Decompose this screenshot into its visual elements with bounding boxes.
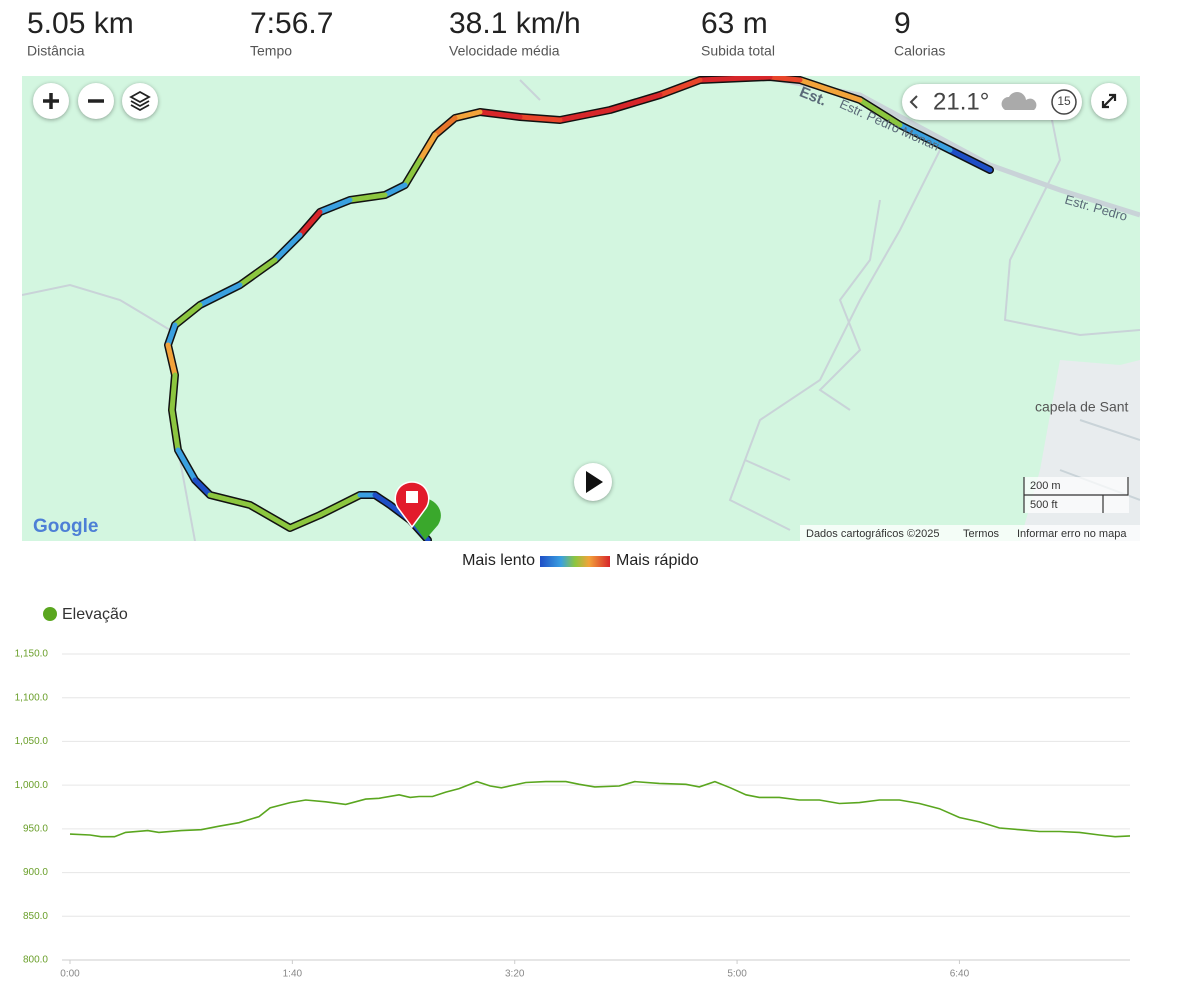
route-segment — [172, 302, 203, 328]
stat-value: 63 m — [701, 7, 768, 40]
y-tick-label: 1,000.0 — [15, 780, 49, 791]
legend-label: Elevação — [62, 606, 128, 623]
stat-label: Velocidade média — [449, 43, 560, 59]
stats: 5.05 km Distância 7:56.7 Tempo 38.1 km/h… — [27, 7, 945, 59]
legend-fast: Mais rápido — [616, 552, 699, 569]
end-marker — [394, 481, 430, 529]
stat-label: Subida total — [701, 43, 775, 59]
attribution-link[interactable]: Informar erro no mapa — [1017, 528, 1127, 540]
attribution: Dados cartográficos ©2025 — [806, 528, 939, 540]
place-label: capela de Sant — [1035, 399, 1129, 415]
route-segment — [207, 492, 253, 508]
route-segment — [372, 492, 393, 508]
play-button[interactable] — [574, 463, 612, 501]
route-segment — [767, 76, 803, 83]
route-segment — [857, 97, 903, 128]
route-segment — [382, 182, 408, 198]
stat-label: Tempo — [250, 43, 292, 59]
route-segment — [607, 92, 663, 113]
y-tick-label: 850.0 — [23, 911, 48, 922]
route-segment — [287, 512, 323, 531]
y-tick-label: 800.0 — [23, 955, 48, 966]
zoom-in[interactable] — [33, 83, 69, 119]
route-segment — [169, 407, 181, 453]
speed-gradient — [540, 556, 610, 567]
route-segment — [402, 157, 423, 188]
layers-button[interactable] — [122, 83, 158, 119]
stat-label: Distância — [27, 43, 85, 59]
wind-speed: 15 — [1057, 94, 1071, 108]
fullscreen-button[interactable] — [1091, 83, 1127, 119]
route-segment — [237, 257, 278, 288]
route-segment — [517, 114, 563, 123]
x-tick-label: 0:00 — [60, 969, 80, 980]
zoom-out[interactable] — [78, 83, 114, 119]
route-segment — [347, 192, 388, 203]
legend-marker — [43, 607, 57, 621]
attribution-link[interactable]: Termos — [963, 528, 1000, 540]
y-tick-label: 1,050.0 — [15, 736, 49, 747]
route-segment — [197, 282, 243, 308]
speed-legend: Mais lento Mais rápido — [462, 552, 699, 569]
y-tick-label: 1,150.0 — [15, 649, 49, 660]
elevation-chart: 800.0 850.0 900.0 950.0 1,000.0 1,050.0 1,100.… — [15, 606, 1131, 980]
route-segment — [297, 209, 323, 238]
route-segment — [165, 322, 178, 348]
route-segment — [165, 342, 178, 378]
route-segment — [169, 372, 178, 413]
route-segment — [452, 109, 483, 121]
stat-value: 38.1 km/h — [449, 7, 581, 40]
scale-bar: 200 m 500 ft — [1023, 477, 1129, 513]
legend-slow: Mais lento — [462, 552, 535, 569]
weather-pill[interactable]: 21.1° 15 — [902, 84, 1082, 120]
route-segment — [317, 492, 363, 518]
route-segment — [272, 232, 303, 263]
stat-value: 9 — [894, 7, 911, 40]
y-tick-label: 900.0 — [23, 867, 48, 878]
stat-value: 5.05 km — [27, 7, 134, 40]
route-segment — [657, 77, 703, 98]
attribution-strip — [800, 525, 1140, 541]
route-segment — [317, 197, 353, 215]
y-tick-label: 950.0 — [23, 823, 48, 834]
stat-value: 7:56.7 — [250, 7, 333, 40]
route-segment — [432, 115, 458, 138]
scale-label: 500 ft — [1030, 499, 1058, 511]
route-segment — [557, 107, 613, 123]
route — [164, 76, 994, 541]
route-segment — [417, 132, 438, 163]
x-tick-label: 5:00 — [727, 969, 747, 980]
route-segment — [797, 77, 863, 103]
route-segment — [697, 76, 773, 83]
stat-label: Calorias — [894, 43, 945, 59]
x-tick-label: 1:40 — [283, 969, 303, 980]
route-segment — [897, 122, 953, 153]
x-tick-label: 3:20 — [505, 969, 525, 980]
x-tick-label: 6:40 — [950, 969, 970, 980]
y-tick-label: 1,100.0 — [15, 692, 49, 703]
route-segment — [175, 447, 198, 483]
scale-label: 200 m — [1030, 480, 1061, 492]
map[interactable]: Est. Estr. Pedro Monari Estr. Pedro cape… — [22, 76, 1140, 541]
route-segment — [247, 502, 293, 531]
temperature: 21.1° — [933, 88, 989, 115]
elevation-line — [69, 780, 1131, 838]
route-segment — [477, 109, 523, 120]
route-segment — [947, 147, 993, 173]
route-segment — [192, 477, 213, 498]
map-logo: Google — [33, 516, 98, 537]
